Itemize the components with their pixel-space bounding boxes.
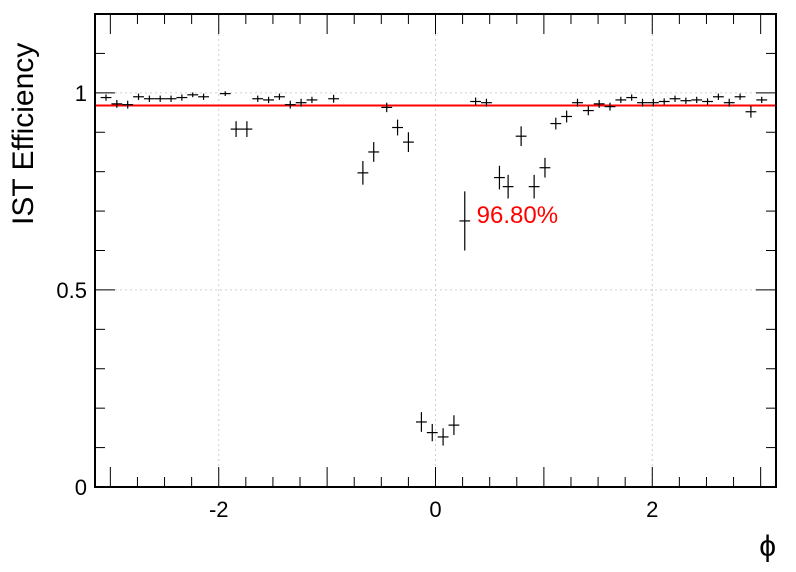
y-tick-labels: 00.51 <box>56 81 87 500</box>
data-point <box>494 165 505 190</box>
data-point <box>426 423 438 442</box>
data-point <box>381 102 393 113</box>
y-axis-title: IST Efficiency <box>7 43 40 225</box>
data-point <box>702 98 713 105</box>
data-point <box>550 117 562 130</box>
data-point <box>274 93 285 100</box>
data-point <box>448 415 460 435</box>
x-tick-labels: -2 0 2 <box>209 497 658 522</box>
data-point <box>626 94 638 101</box>
data-point <box>691 96 703 104</box>
data-point <box>680 97 692 104</box>
data-point <box>572 98 583 107</box>
data-point <box>402 132 414 152</box>
data-point <box>470 97 482 106</box>
data-point <box>230 121 242 137</box>
data-point <box>712 93 724 100</box>
data-point <box>111 99 123 108</box>
x-tick-label: 2 <box>646 497 658 522</box>
x-tick-label: -2 <box>209 497 229 522</box>
data-point <box>241 121 253 137</box>
data-point <box>647 98 659 107</box>
data-point <box>295 98 307 107</box>
data-point <box>368 142 380 162</box>
data-point <box>561 110 573 123</box>
data-point <box>284 100 296 109</box>
data-point <box>669 95 681 102</box>
data-point <box>723 98 735 107</box>
x-axis-title: ϕ <box>759 530 776 563</box>
data-point <box>392 119 403 136</box>
data-point <box>528 174 540 199</box>
data-point <box>615 96 627 104</box>
data-point <box>252 95 264 102</box>
y-tick-label: 0.5 <box>56 278 87 303</box>
plot-frame <box>94 13 777 488</box>
data-point <box>481 98 492 107</box>
data-point <box>306 96 318 104</box>
data-point <box>198 93 209 100</box>
data-point <box>637 98 648 107</box>
data-point <box>502 174 514 199</box>
data-point <box>143 95 155 102</box>
x-tick-label: 0 <box>429 497 441 522</box>
data-point <box>122 100 134 109</box>
data-point <box>187 92 199 98</box>
data-point <box>100 94 112 101</box>
data-point <box>176 94 188 101</box>
data-point <box>604 102 616 111</box>
data-point <box>133 93 144 100</box>
data-point <box>745 105 757 118</box>
data-point <box>437 428 449 446</box>
data-point <box>165 95 177 102</box>
y-tick-label: 1 <box>75 81 87 106</box>
data-point <box>263 96 275 104</box>
data-point <box>357 161 369 185</box>
data-point <box>459 191 471 251</box>
data-point <box>154 95 166 102</box>
axis-ticks <box>95 13 776 488</box>
data-point <box>515 126 527 147</box>
data-point <box>219 91 231 96</box>
data-point <box>328 94 340 103</box>
efficiency-annotation: 96.80% <box>477 202 558 229</box>
data-points <box>100 91 768 446</box>
data-point <box>658 98 670 105</box>
y-tick-label: 0 <box>75 475 87 500</box>
data-point <box>415 412 427 432</box>
data-point <box>539 157 551 178</box>
data-point <box>582 105 594 116</box>
data-point <box>756 96 768 104</box>
data-point <box>593 99 605 108</box>
data-point <box>734 93 746 100</box>
